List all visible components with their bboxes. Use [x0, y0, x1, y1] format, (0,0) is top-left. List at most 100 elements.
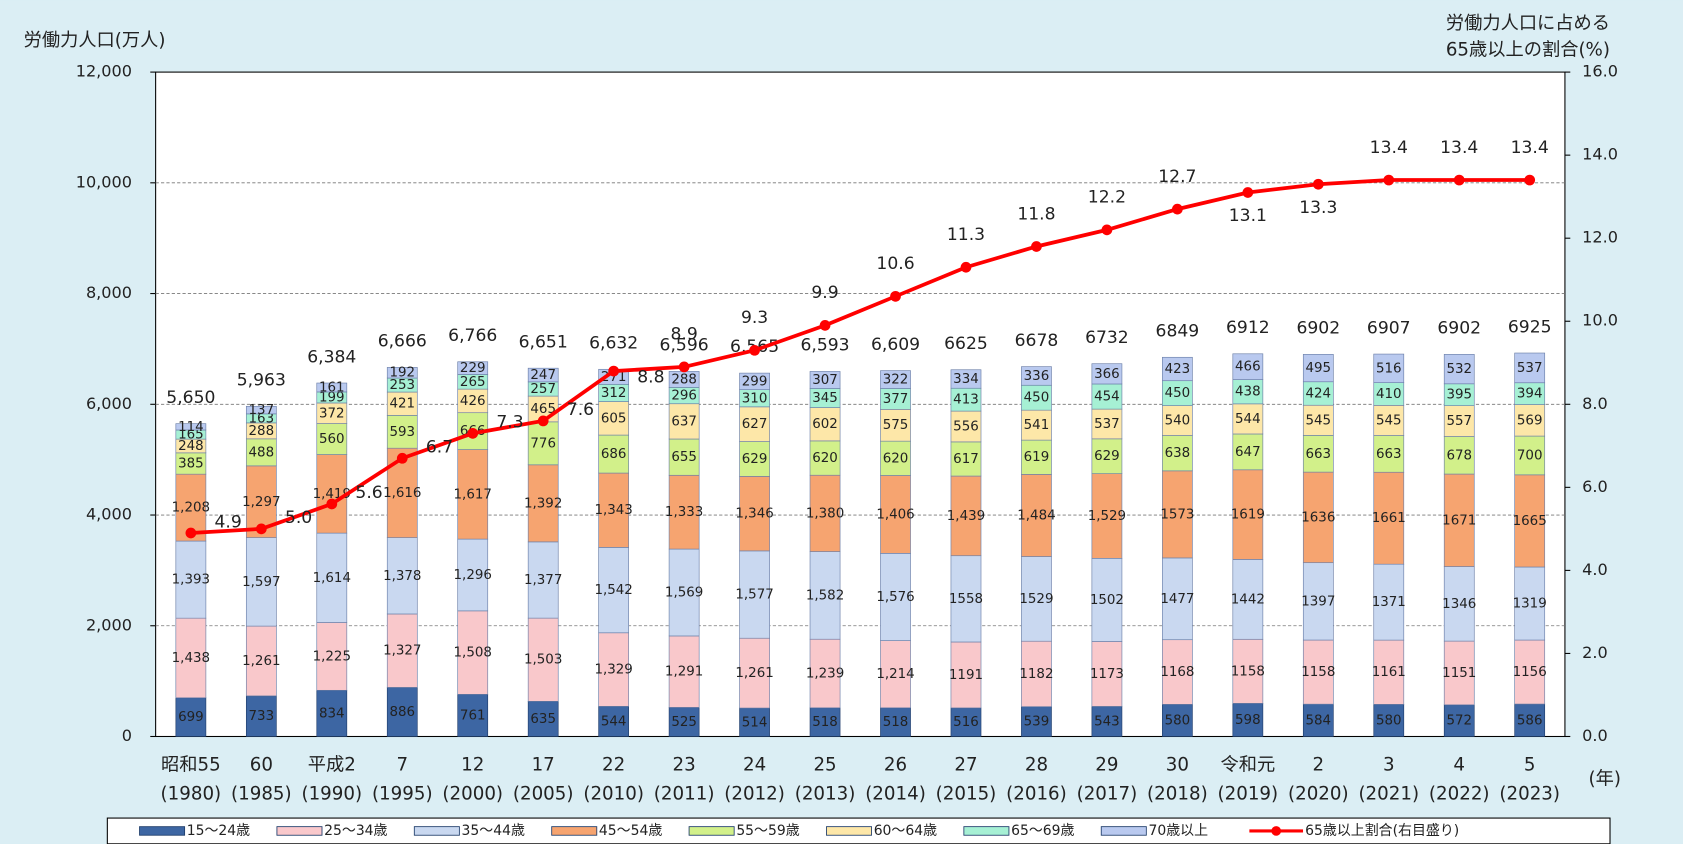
ratio-label: 7.3: [496, 413, 523, 433]
x-tick-label: (2010): [583, 783, 644, 804]
bar-segment: [245, 625, 277, 697]
total-label: 6902: [1437, 319, 1481, 339]
ratio-label: 5.0: [285, 508, 312, 528]
bar-segment: [316, 689, 348, 737]
segment-label: 1,484: [1017, 508, 1055, 523]
ratio-label: 9.9: [811, 283, 838, 303]
legend-label: 55～59歳: [736, 823, 799, 839]
segment-label: 541: [1024, 418, 1050, 433]
segment-label: 1477: [1160, 592, 1194, 607]
bar-segment: [950, 441, 982, 477]
ratio-label: 12.7: [1158, 167, 1196, 187]
bar-segment: [1091, 473, 1123, 559]
bar-segment: [1232, 638, 1264, 704]
segment-label: 700: [1517, 448, 1543, 463]
segment-label: 1529: [1019, 592, 1053, 607]
x-tick-label: 30: [1166, 754, 1189, 775]
segment-label: 575: [883, 418, 909, 433]
y2-tick-label: 2.0: [1582, 643, 1608, 662]
x-tick-label: (1995): [372, 783, 433, 804]
segment-label: 1619: [1231, 508, 1265, 523]
segment-label: 1,378: [383, 569, 421, 584]
bar-segment: [527, 617, 559, 702]
bar-segment: [1443, 354, 1475, 385]
segment-label: 372: [319, 406, 345, 421]
ratio-label: 7.6: [567, 400, 594, 420]
x-tick-label: (2021): [1358, 783, 1419, 804]
x-tick-label: (2023): [1499, 783, 1560, 804]
segment-label: 450: [1165, 386, 1191, 401]
bar-segment: [527, 367, 559, 383]
total-label: 6,596: [660, 336, 709, 356]
segment-label: 394: [1517, 387, 1543, 402]
ratio-point: [1031, 241, 1042, 252]
ratio-point: [185, 527, 197, 539]
x-tick-label: (2013): [795, 783, 856, 804]
segment-label: 1,438: [172, 651, 210, 666]
bar-segment: [809, 440, 841, 476]
bar-segment: [1021, 366, 1052, 386]
segment-label: 1,261: [735, 666, 773, 681]
segment-label: 1319: [1513, 597, 1547, 612]
ratio-label: 13.4: [1440, 138, 1478, 158]
legend-swatch: [688, 826, 735, 836]
segment-label: 629: [1094, 449, 1120, 464]
segment-label: 395: [1446, 388, 1472, 403]
y2-tick-label: 0.0: [1582, 726, 1608, 745]
segment-label: 312: [601, 386, 627, 401]
segment-label: 776: [530, 436, 556, 451]
segment-label: 514: [742, 715, 768, 730]
legend-swatch: [551, 826, 598, 836]
segment-label: 1,406: [876, 507, 914, 522]
segment-label: 1,346: [735, 507, 773, 522]
segment-label: 1371: [1372, 595, 1406, 610]
bar-segment: [457, 610, 489, 695]
ratio-point: [890, 290, 901, 302]
legend-swatch: [276, 826, 323, 836]
x-tick-label: 24: [743, 754, 766, 775]
bar-segment: [668, 548, 700, 637]
x-tick-label: 4: [1453, 754, 1465, 775]
segment-label: 620: [812, 451, 838, 466]
y2-tick-label: 16.0: [1582, 62, 1618, 81]
segment-label: 545: [1306, 413, 1332, 428]
segment-label: 423: [1165, 362, 1191, 377]
bar-segment: [739, 550, 770, 639]
bar-segment: [1162, 356, 1193, 382]
bar-segment: [386, 687, 418, 737]
bar-segment: [527, 421, 559, 466]
bar-segment: [175, 540, 207, 619]
x-tick-label: (2014): [865, 783, 926, 804]
segment-label: 377: [883, 392, 909, 407]
segment-label: 545: [1376, 413, 1402, 428]
segment-label: 1,297: [242, 495, 280, 510]
segment-label: 192: [389, 366, 415, 381]
segment-label: 165: [178, 428, 204, 443]
x-tick-label: 22: [602, 754, 625, 775]
bar-segment: [175, 617, 207, 699]
bar-segment: [1091, 408, 1123, 440]
ratio-point: [678, 361, 690, 373]
segment-label: 1,614: [313, 571, 351, 586]
x-tick-label: (2012): [724, 783, 785, 804]
segment-label: 580: [1376, 713, 1402, 728]
ratio-label: 11.3: [947, 225, 985, 245]
segment-label: 619: [1024, 450, 1050, 465]
segment-label: 635: [530, 712, 556, 727]
segment-label: 539: [1024, 715, 1050, 730]
ratio-point: [749, 344, 760, 356]
bar-segment: [1302, 562, 1334, 641]
ratio-label: 8.9: [670, 325, 697, 345]
x-tick-label: (2011): [654, 783, 715, 804]
bar-segment: [809, 707, 841, 737]
bar-segment: [175, 423, 207, 431]
total-label: 6,666: [378, 332, 427, 352]
bar-segment: [1232, 559, 1264, 640]
segment-label: 733: [249, 709, 275, 724]
total-label: 6,593: [800, 336, 849, 356]
segment-label: 1636: [1301, 510, 1335, 525]
total-label: 6912: [1226, 318, 1270, 338]
x-tick-label: 令和元: [1220, 754, 1275, 775]
segment-label: 345: [812, 391, 838, 406]
legend-marker: [1271, 826, 1282, 836]
